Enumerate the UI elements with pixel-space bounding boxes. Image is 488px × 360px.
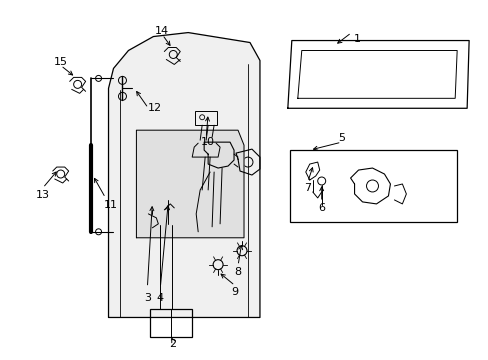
Text: 2: 2 — [168, 339, 176, 349]
Bar — [289, 150, 456, 222]
Text: 7: 7 — [304, 183, 311, 193]
Text: 5: 5 — [337, 133, 345, 143]
Text: 3: 3 — [143, 293, 151, 302]
Text: 4: 4 — [157, 293, 163, 302]
Text: 8: 8 — [234, 267, 241, 276]
Polygon shape — [136, 130, 244, 238]
Text: 11: 11 — [103, 200, 117, 210]
Text: 12: 12 — [148, 103, 162, 113]
Text: 10: 10 — [201, 137, 215, 147]
Text: 6: 6 — [318, 203, 325, 213]
Text: 15: 15 — [54, 58, 67, 67]
Text: 9: 9 — [231, 287, 238, 297]
Polygon shape — [108, 32, 260, 318]
Text: 14: 14 — [155, 26, 169, 36]
Text: 1: 1 — [353, 33, 360, 44]
Bar — [195, 111, 217, 125]
Text: 13: 13 — [36, 190, 50, 200]
Bar — [150, 310, 192, 337]
